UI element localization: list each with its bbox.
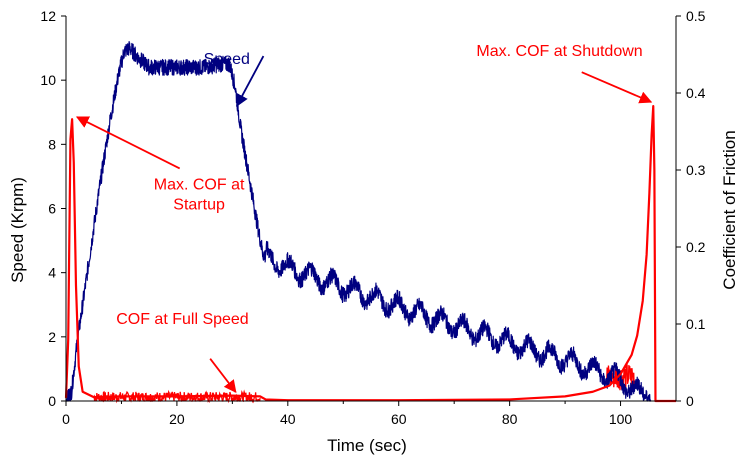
annotation-line: COF at Full Speed [116, 311, 249, 328]
annotation-max-cof-startup: Max. COF at Startup [154, 176, 245, 213]
y-left-tick-label: 6 [48, 201, 56, 217]
annotation-arrow-max-cof-shutdown [581, 71, 653, 104]
annotation-line: Startup [173, 196, 225, 213]
x-tick-label: 0 [62, 411, 70, 427]
annotation-arrow-max-cof-startup [75, 116, 181, 170]
y-right-tick-label: 0.5 [686, 8, 706, 24]
x-axis-title: Time (sec) [327, 436, 407, 455]
y-left-axis-ticks: 0 2 4 6 8 10 12 [40, 8, 66, 409]
x-tick-label: 80 [502, 411, 518, 427]
y-right-tick-label: 0.1 [686, 316, 706, 332]
y-right-axis-ticks: 0 0.1 0.2 0.3 0.4 0.5 [676, 8, 706, 409]
x-tick-label: 100 [609, 411, 633, 427]
annotation-line: Max. COF at Shutdown [476, 43, 642, 60]
y-right-tick-label: 0 [686, 393, 694, 409]
y-right-tick-label: 0.4 [686, 85, 706, 101]
y-left-tick-label: 0 [48, 393, 56, 409]
cof-series-line [64, 104, 676, 403]
series-layer [64, 41, 676, 403]
annotations: Speed Max. COF at Startup COF at Full Speed… [75, 43, 653, 394]
y-left-tick-label: 2 [48, 329, 56, 345]
annotation-cof-full-speed: COF at Full Speed [116, 311, 249, 328]
annotation-line: Speed [204, 51, 250, 68]
y-right-axis-title: Coefficient of Friction [720, 130, 739, 289]
x-tick-label: 40 [280, 411, 296, 427]
y-right-tick-label: 0.3 [686, 162, 706, 178]
speed-series-line [65, 41, 652, 402]
x-tick-label: 20 [169, 411, 185, 427]
annotation-speed: Speed [204, 51, 250, 68]
y-left-axis-title: Speed (Krpm) [8, 177, 27, 283]
y-left-tick-label: 10 [40, 72, 56, 88]
annotation-arrow-speed [236, 55, 265, 107]
y-left-tick-label: 8 [48, 136, 56, 152]
x-tick-label: 60 [391, 411, 407, 427]
y-right-tick-label: 0.2 [686, 239, 706, 255]
y-left-tick-label: 12 [40, 8, 56, 24]
y-left-tick-label: 4 [48, 265, 56, 281]
annotation-arrow-cof-full-speed [209, 358, 237, 394]
annotation-line: Max. COF at [154, 176, 245, 193]
annotation-max-cof-shutdown: Max. COF at Shutdown [476, 43, 642, 60]
x-axis-ticks: 0 20 40 60 80 100 [62, 401, 632, 427]
